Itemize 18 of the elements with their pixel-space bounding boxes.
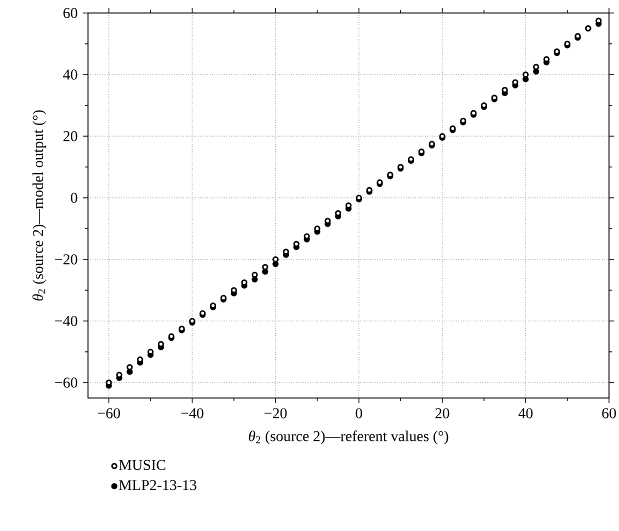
y-tick-label: 40 xyxy=(63,70,78,80)
x-tick-label: 20 xyxy=(435,408,450,418)
x-tick-label: 0 xyxy=(356,408,362,418)
y-tick-label: −40 xyxy=(55,316,78,326)
legend-label: MUSIC xyxy=(119,460,166,470)
y-tick-label: −20 xyxy=(55,254,78,264)
y-tick-label: −60 xyxy=(55,378,78,388)
x-tick-label: −20 xyxy=(264,408,287,418)
x-tick-label: 60 xyxy=(602,408,616,418)
x-tick-label: −40 xyxy=(181,408,204,418)
legend-label: MLP2-13-13 xyxy=(119,480,196,490)
y-axis-title: θ$_{2}$ (source 2)—model output (°) xyxy=(32,110,46,301)
x-axis-title: θ$_{2}$ (source 2)—referent values (°) xyxy=(248,430,448,444)
x-tick-label: 40 xyxy=(518,408,533,418)
y-tick-label: 20 xyxy=(63,131,78,142)
y-tick-label: 0 xyxy=(70,192,78,203)
x-tick-label: −60 xyxy=(98,408,120,418)
y-tick-label: 60 xyxy=(63,8,78,18)
